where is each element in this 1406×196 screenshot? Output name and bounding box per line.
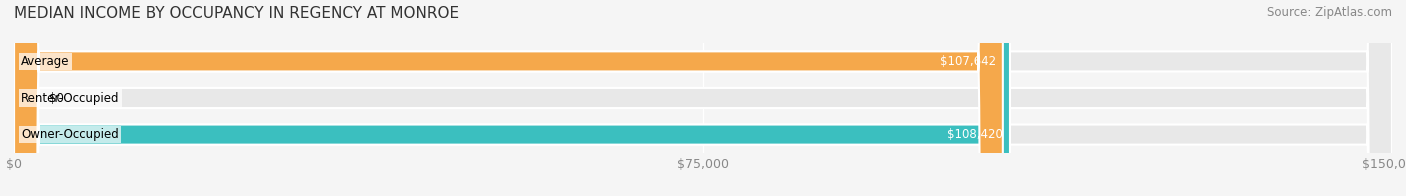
Text: Source: ZipAtlas.com: Source: ZipAtlas.com [1267,6,1392,19]
FancyBboxPatch shape [14,0,1010,196]
Text: $108,420: $108,420 [948,128,1002,141]
FancyBboxPatch shape [14,0,1002,196]
Text: Average: Average [21,55,69,68]
FancyBboxPatch shape [14,0,1392,196]
FancyBboxPatch shape [14,0,1392,196]
Text: MEDIAN INCOME BY OCCUPANCY IN REGENCY AT MONROE: MEDIAN INCOME BY OCCUPANCY IN REGENCY AT… [14,6,460,21]
Text: $0: $0 [48,92,63,104]
Text: $107,642: $107,642 [939,55,995,68]
Text: Owner-Occupied: Owner-Occupied [21,128,118,141]
FancyBboxPatch shape [14,0,1392,196]
Text: Renter-Occupied: Renter-Occupied [21,92,120,104]
